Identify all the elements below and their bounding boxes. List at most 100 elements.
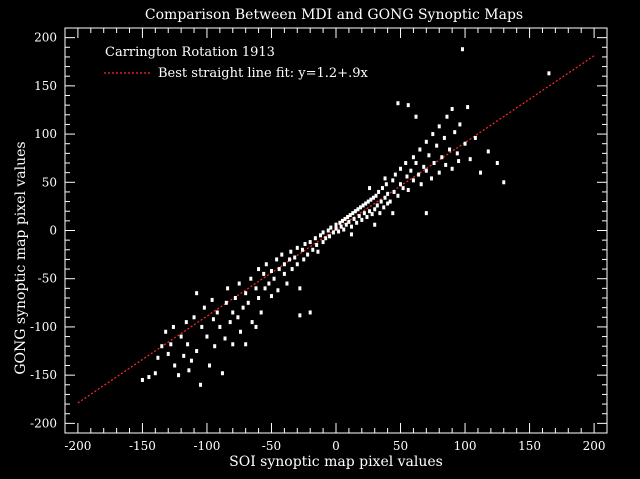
data-point — [308, 240, 312, 245]
y-tick-label: 150 — [34, 79, 57, 93]
data-point — [356, 207, 360, 212]
y-tick-label: 50 — [42, 175, 57, 189]
data-point — [338, 220, 342, 225]
data-point — [343, 216, 347, 221]
data-point — [424, 211, 428, 216]
x-tick-label: -150 — [129, 439, 156, 453]
data-point — [237, 281, 241, 286]
data-point — [328, 234, 332, 239]
data-point — [411, 155, 415, 160]
data-point — [293, 255, 297, 260]
data-point — [241, 305, 245, 310]
data-point — [334, 226, 338, 231]
data-point — [368, 209, 372, 214]
data-point — [319, 233, 323, 238]
data-point — [417, 172, 421, 177]
x-tick-label: -200 — [64, 439, 91, 453]
data-point — [331, 230, 335, 235]
data-point — [383, 176, 387, 181]
data-point — [409, 168, 413, 173]
data-point — [244, 291, 248, 296]
data-point — [386, 201, 390, 206]
data-point — [295, 262, 299, 267]
data-point — [419, 182, 423, 187]
data-point — [361, 203, 365, 208]
data-point — [502, 180, 506, 185]
data-point — [495, 161, 499, 165]
data-point — [189, 358, 193, 363]
data-point — [179, 334, 183, 339]
x-axis-ticks: -200 -150 -100 -50 0 50 100 150 200 — [64, 28, 606, 453]
data-point — [303, 242, 307, 246]
data-point — [244, 342, 248, 347]
data-point — [384, 182, 388, 187]
data-point — [370, 212, 374, 217]
data-point — [349, 232, 353, 237]
data-point — [208, 363, 212, 368]
data-point — [329, 225, 333, 230]
data-point — [547, 71, 551, 76]
data-point — [374, 193, 378, 198]
data-point — [250, 320, 254, 325]
data-point — [392, 189, 396, 194]
data-point — [468, 157, 472, 162]
data-point — [435, 143, 439, 148]
data-point — [300, 247, 304, 252]
data-point — [404, 161, 408, 165]
data-point — [427, 153, 431, 158]
data-point — [450, 107, 454, 111]
data-point — [349, 224, 353, 229]
data-point — [211, 317, 215, 322]
legend-fit-label: Best straight line fit: y=1.2+.9x — [158, 66, 368, 81]
data-point — [195, 291, 199, 296]
data-point — [388, 199, 392, 204]
data-point — [337, 229, 341, 234]
data-point — [375, 203, 379, 208]
data-point — [326, 228, 330, 233]
data-point — [187, 368, 191, 373]
data-point — [479, 170, 483, 175]
data-point — [269, 269, 273, 273]
data-point — [444, 162, 448, 167]
data-point — [351, 211, 355, 216]
data-point — [140, 377, 144, 382]
y-tick-label: -200 — [30, 416, 57, 430]
data-point — [418, 147, 422, 152]
data-point — [202, 305, 206, 310]
data-point — [254, 286, 258, 291]
data-point — [429, 176, 433, 181]
data-point — [186, 342, 190, 347]
data-point — [231, 310, 235, 315]
data-point — [200, 324, 204, 329]
data-point — [340, 218, 344, 223]
data-point — [226, 286, 230, 291]
data-point — [353, 209, 357, 214]
data-point — [290, 267, 294, 272]
data-point — [195, 349, 199, 354]
legend: Carrington Rotation 1913 Best straight l… — [104, 45, 368, 81]
data-point — [220, 371, 224, 376]
data-point — [382, 205, 386, 210]
data-point — [424, 139, 428, 144]
data-point — [275, 257, 279, 262]
data-point — [357, 214, 361, 219]
data-point — [246, 300, 250, 305]
x-tick-label: 150 — [518, 439, 541, 453]
data-point — [369, 197, 373, 202]
legend-header: Carrington Rotation 1913 — [105, 45, 275, 60]
data-point — [380, 186, 384, 191]
data-point — [414, 161, 418, 165]
data-point — [373, 222, 377, 227]
x-axis-title: SOI synoptic map pixel values — [229, 454, 443, 470]
data-point — [308, 310, 312, 315]
data-point — [228, 320, 232, 325]
data-point — [378, 211, 382, 216]
data-point — [463, 141, 467, 146]
data-point — [192, 315, 196, 320]
data-point — [422, 164, 426, 169]
data-point — [316, 249, 320, 254]
data-point — [218, 324, 222, 329]
data-point — [264, 262, 268, 267]
data-point — [171, 324, 175, 329]
data-point — [355, 220, 359, 225]
